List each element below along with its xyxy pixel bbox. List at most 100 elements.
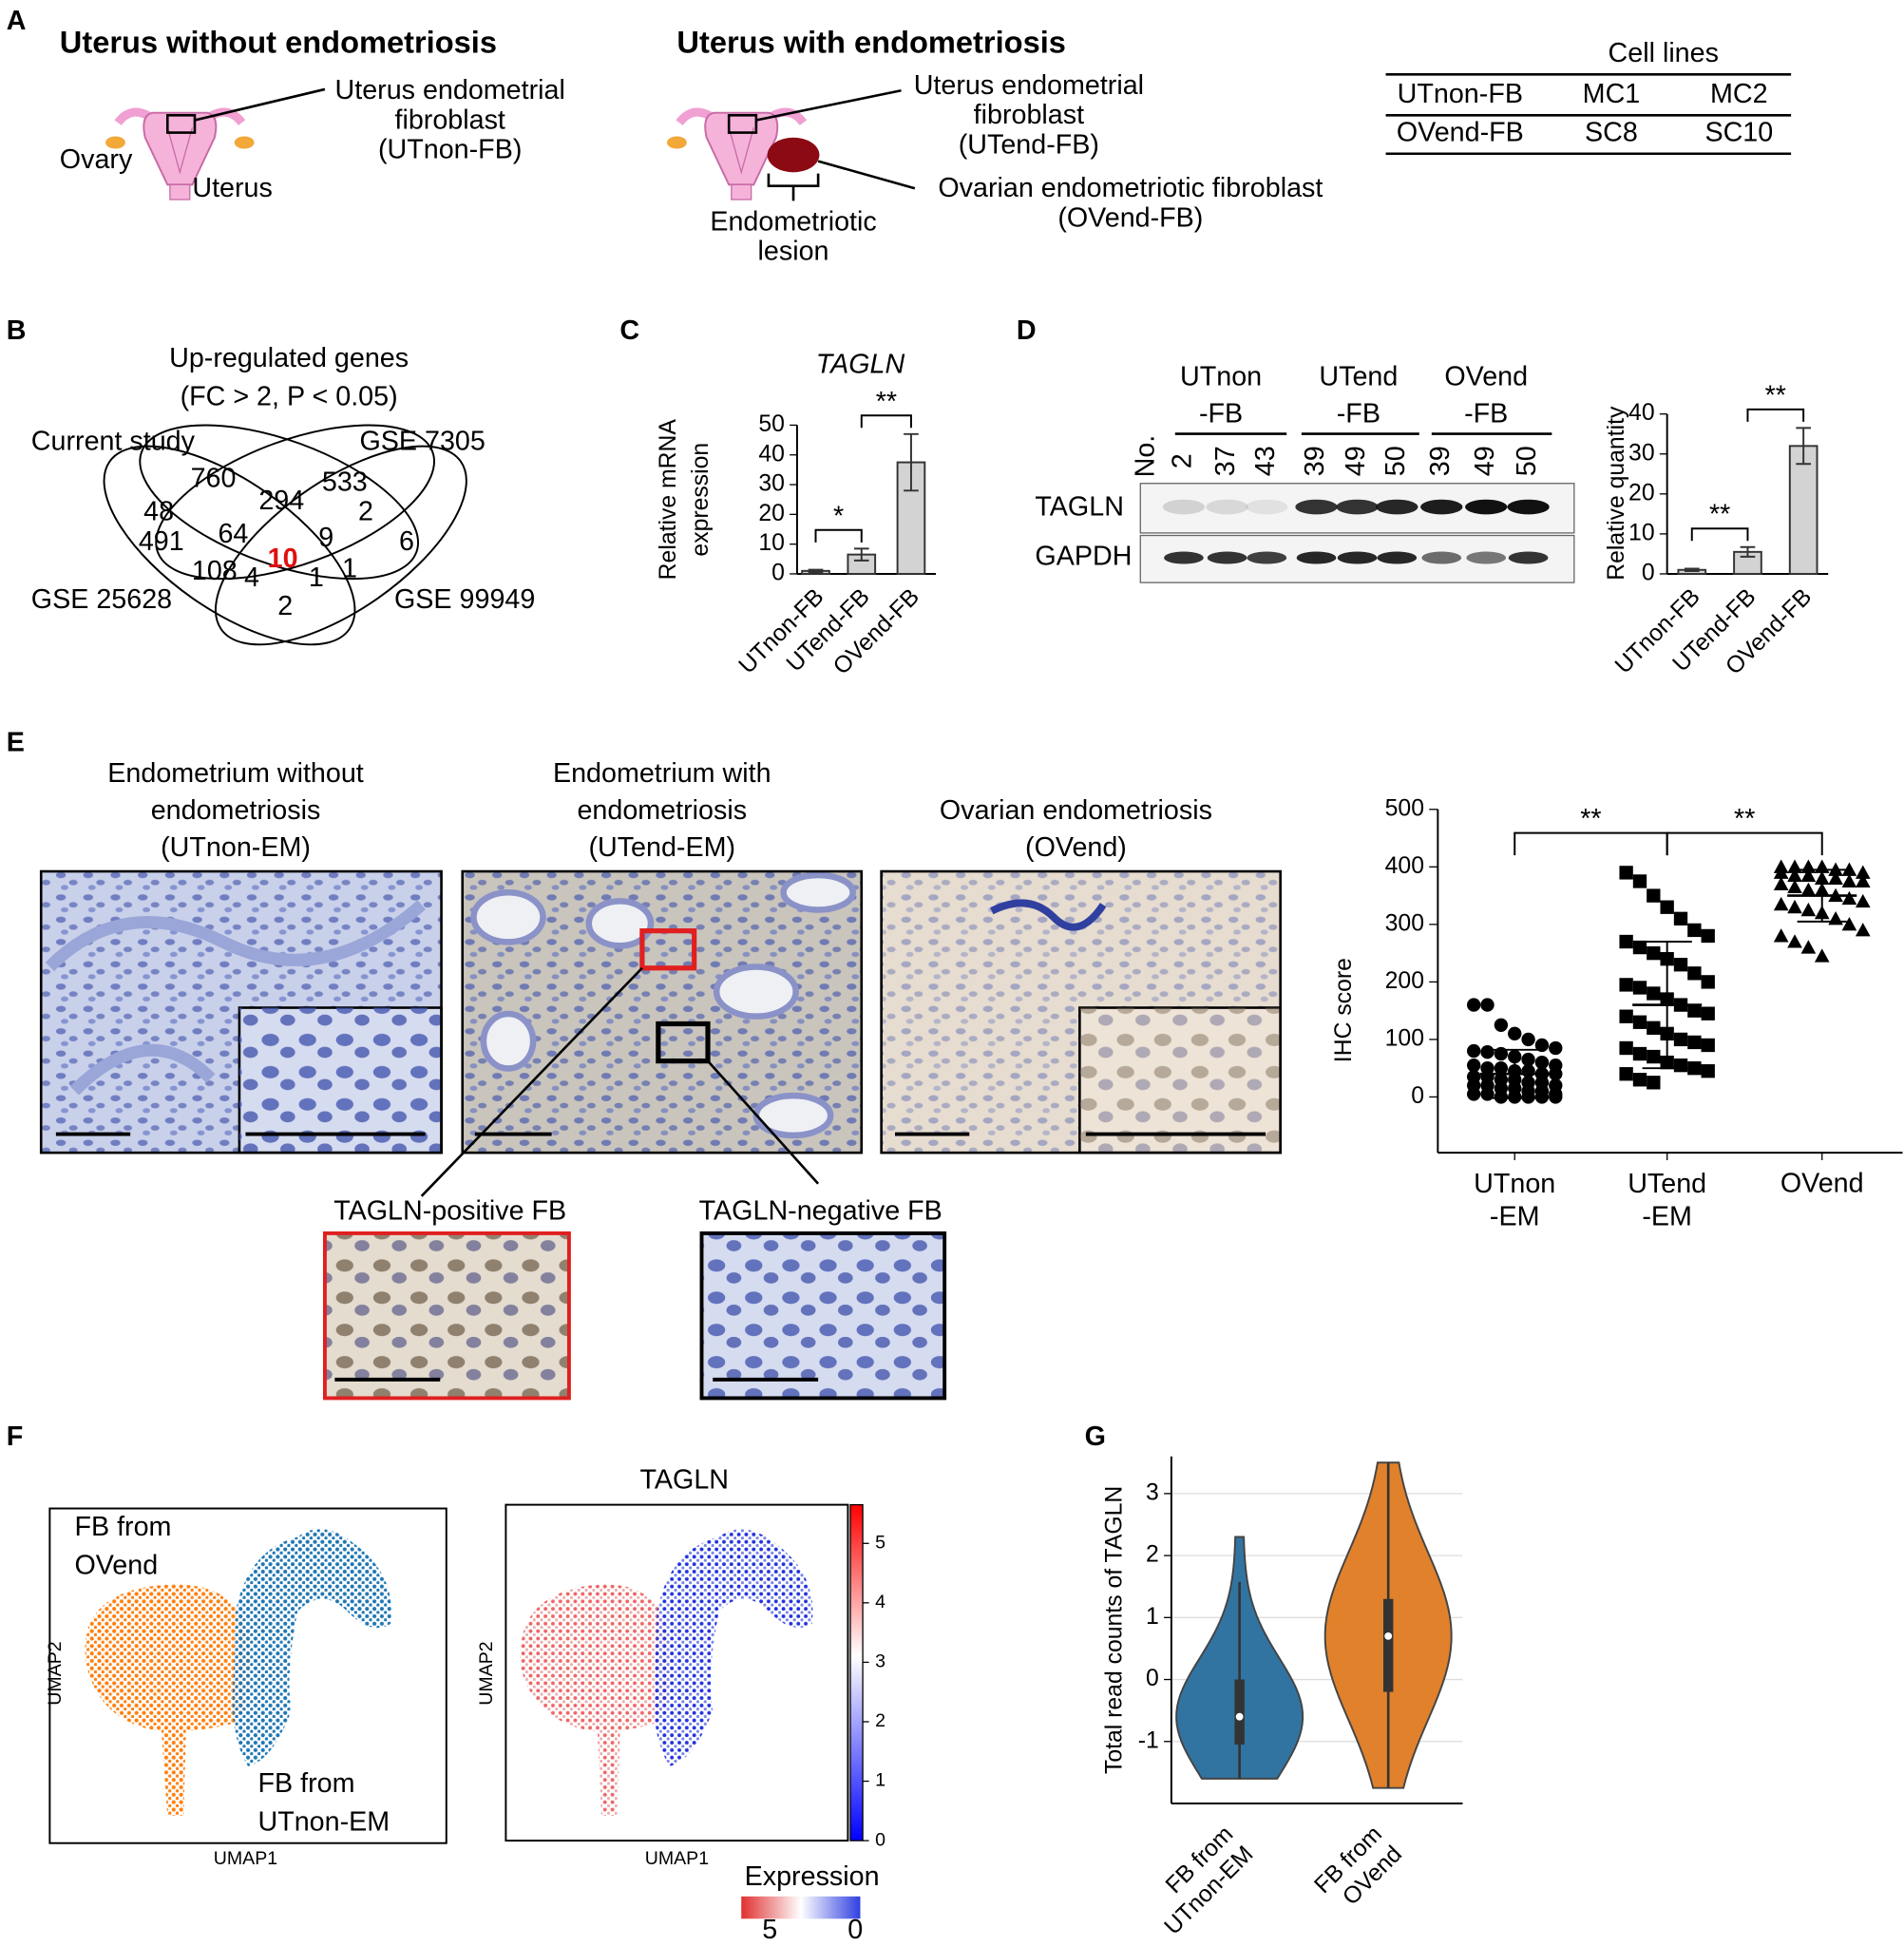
data-point: [1660, 900, 1674, 914]
data-point: [1494, 1061, 1509, 1076]
lane-number: 39: [1300, 446, 1330, 476]
significance-bracket: [1746, 408, 1805, 422]
data-point: [1687, 1003, 1702, 1018]
band: [1421, 551, 1462, 564]
callout-text: Ovarian endometriotic fibroblast: [938, 173, 1323, 203]
data-point: [1787, 934, 1802, 948]
data-point: [1619, 866, 1633, 880]
y-tick-label: 10: [1628, 520, 1655, 545]
blot-row-label: TAGLN: [1035, 491, 1124, 522]
set-label: GSE 7305: [359, 426, 485, 456]
callout-text: fibroblast: [394, 105, 505, 135]
lane-number: 2: [1168, 453, 1198, 468]
y-tick-label: 40: [758, 441, 785, 467]
inset-title: TAGLN-negative FB: [699, 1195, 942, 1226]
data-point: [1673, 958, 1688, 972]
sd-bar: [1797, 868, 1847, 923]
significance-label: **: [1709, 500, 1730, 530]
panel-label: G: [1085, 1421, 1106, 1452]
iqr-box: [1234, 1679, 1245, 1746]
data-point: [1632, 874, 1647, 888]
image-title: Endometrium with: [553, 758, 771, 789]
data-point: [1800, 902, 1817, 917]
data-point: [1480, 1045, 1495, 1059]
region-count: 1: [342, 554, 357, 584]
significance-bracket: [814, 528, 863, 543]
lane-number: 50: [1380, 446, 1411, 476]
y-axis-label: Relative mRNA: [656, 419, 681, 581]
lane-number: 49: [1341, 446, 1371, 476]
callout-text: Uterus endometrial: [335, 75, 565, 105]
data-point: [1687, 923, 1702, 938]
venn-sets: [103, 424, 467, 646]
data-point: [1632, 940, 1647, 955]
cluster-label: FB from: [258, 1768, 355, 1799]
callout-text: fibroblast: [974, 100, 1084, 130]
data-point: [1619, 1067, 1633, 1081]
data-point: [1534, 1055, 1550, 1070]
region-count: 6: [399, 526, 414, 557]
inset-image: [322, 1231, 571, 1401]
data-point: [1701, 1064, 1715, 1078]
legend-gradient: [741, 1896, 861, 1919]
band: [1466, 551, 1507, 564]
table-cell: MC1: [1583, 79, 1641, 109]
cluster-label: FB from: [74, 1512, 171, 1542]
cluster-label: OVend: [74, 1550, 158, 1580]
callout-text: (OVend-FB): [1057, 202, 1203, 233]
region-count: 2: [277, 591, 293, 621]
group-label: UTend: [1319, 361, 1398, 391]
data-point: [1687, 1061, 1702, 1076]
table-cell: SC8: [1585, 117, 1638, 147]
legend-end: 5: [762, 1915, 777, 1945]
band: [1420, 499, 1463, 515]
band: [1295, 499, 1338, 515]
y-tick-label: 300: [1385, 910, 1424, 936]
image-title: Endometrium without: [107, 758, 363, 789]
data-point: [1773, 865, 1789, 879]
data-point: [1687, 1035, 1702, 1050]
y-tick-label: 30: [1628, 440, 1655, 466]
set-label: GSE 99949: [394, 584, 535, 615]
data-point: [1855, 923, 1871, 937]
y-axis-label: Relative quantity: [1604, 406, 1629, 581]
panel-label: C: [619, 315, 639, 346]
panel-label: A: [7, 6, 27, 36]
data-point: [1480, 998, 1495, 1012]
callout-text: Uterus endometrial: [914, 70, 1144, 101]
data-point: [1673, 1032, 1688, 1047]
lane-number: 49: [1470, 446, 1500, 476]
callout-text: Endometriotic: [710, 206, 876, 237]
data-point: [1619, 978, 1633, 992]
lane-header: No.: [1130, 435, 1160, 478]
group-label: UTnon: [1180, 361, 1262, 391]
y-tick-label: 10: [758, 530, 785, 556]
y-tick-label: 20: [758, 501, 785, 526]
umap-title: TAGLN: [639, 1464, 729, 1495]
error-bar: [1796, 427, 1811, 466]
image-title: endometriosis: [151, 795, 321, 826]
data-point: [1619, 1009, 1633, 1023]
group-label: -FB: [1337, 399, 1380, 429]
set-label: GSE 25628: [31, 584, 172, 615]
band: [1465, 499, 1508, 515]
data-point: [1647, 1076, 1661, 1090]
band: [1162, 499, 1206, 515]
legend-end: 0: [847, 1915, 863, 1945]
significance-label: *: [833, 501, 844, 531]
data-point: [1632, 1015, 1647, 1029]
y-axis-label: Total read counts of TAGLN: [1102, 1486, 1128, 1774]
lane-number: 37: [1210, 446, 1241, 476]
table-cell: SC10: [1704, 117, 1773, 147]
significance-label: **: [1580, 804, 1601, 834]
x-tick-label: FB fromUTnon-EM: [1139, 1821, 1258, 1939]
image-title: (UTend-EM): [588, 832, 735, 863]
region-count: 48: [143, 497, 174, 527]
micrograph: [880, 869, 1282, 1154]
significance-bracket: [1514, 831, 1668, 856]
data-point: [1549, 1067, 1563, 1081]
significance-label: **: [876, 387, 897, 417]
band: [1376, 499, 1418, 515]
x-tick-label: OVend: [1780, 1169, 1864, 1199]
image-title: (OVend): [1025, 832, 1127, 863]
